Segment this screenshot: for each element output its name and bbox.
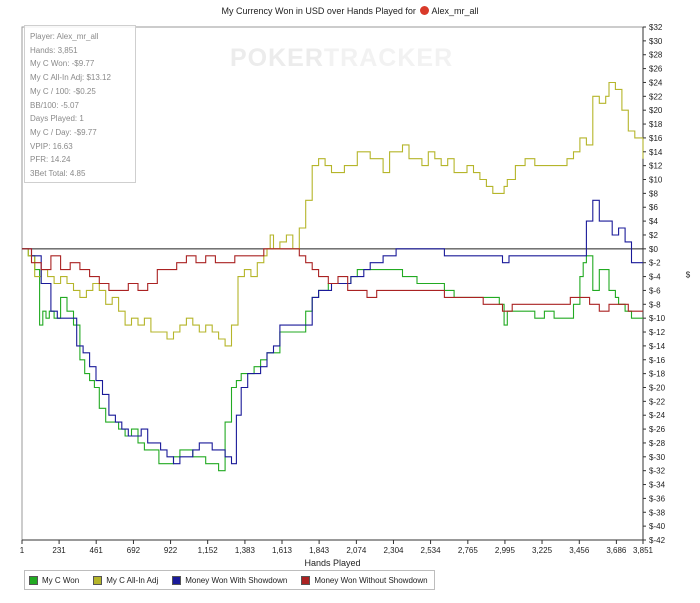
legend-item-all-in-adj[interactable]: My C All-In Adj (93, 575, 159, 585)
y-tick-label: $-10 (649, 314, 666, 323)
y-tick-label: $-4 (649, 273, 661, 282)
x-tick-label: 692 (127, 546, 141, 555)
stat-per-100: My C / 100: -$0.25 (30, 86, 96, 96)
x-tick-label: 2,534 (421, 546, 442, 555)
y-tick-label: $-20 (649, 383, 666, 392)
stat-pfr: PFR: 14.24 (30, 155, 71, 165)
y-axis-label: $ (686, 271, 691, 280)
y-tick-label: $-28 (649, 439, 666, 448)
legend-swatch (93, 575, 103, 585)
y-tick-label: $16 (649, 134, 663, 143)
x-tick-label: 231 (52, 546, 66, 555)
x-axis-label: Hands Played (304, 558, 360, 568)
x-tick-label: 2,074 (346, 546, 367, 555)
y-tick-label: $-34 (649, 481, 666, 490)
player-icon (420, 6, 430, 15)
y-tick-label: $-6 (649, 286, 661, 295)
legend-item-without-showdown[interactable]: Money Won Without Showdown (301, 575, 428, 585)
y-tick-label: $-24 (649, 411, 666, 420)
x-tick-label: 3,686 (606, 546, 627, 555)
pokertracker-watermark: POKERTRACKER (230, 44, 453, 73)
legend-label: My C All-In Adj (106, 575, 159, 585)
legend-label: Money Won Without Showdown (314, 575, 428, 585)
y-tick-label: $-2 (649, 259, 661, 268)
y-tick-label: $-14 (649, 342, 666, 351)
tick-labels: $32 $30 $28 $26 $24 $22 $20 $18 $16 $14 $12 $10 $8 $6… (20, 23, 691, 568)
legend-label: My C Won (42, 575, 80, 585)
y-tick-label: $30 (649, 37, 663, 46)
y-tick-label: $24 (649, 78, 663, 87)
axes (21, 26, 644, 541)
series-lines (22, 81, 644, 472)
watermark-part2: TRACKER (323, 44, 454, 72)
y-tick-label: $4 (649, 217, 658, 226)
stat-per-day: My C / Day: -$9.77 (30, 127, 97, 137)
x-tick-label: 461 (90, 546, 104, 555)
legend-item-with-showdown[interactable]: Money Won With Showdown (172, 575, 288, 585)
y-tick-label: $-42 (649, 536, 666, 545)
x-tick-label: 1 (20, 546, 25, 555)
stats-box: Player: Alex_mr_all Hands: 3,851 My C Wo… (24, 25, 136, 183)
legend: My C Won My C All-In Adj Money Won With … (24, 570, 435, 590)
y-tick-label: $-8 (649, 300, 661, 309)
x-tick-label: 3,851 (633, 546, 654, 555)
x-tick-label: 1,383 (235, 546, 256, 555)
x-tick-label: 3,456 (569, 546, 590, 555)
legend-swatch (172, 575, 182, 585)
stat-allin-adj: My C All-In Adj: $13.12 (30, 73, 111, 83)
y-tick-label: $12 (649, 162, 663, 171)
y-tick-label: $2 (649, 231, 658, 240)
series-line-0 (22, 248, 643, 472)
y-tick-label: $0 (649, 245, 658, 254)
stat-3bet: 3Bet Total: 4.85 (30, 169, 86, 179)
stat-vpip: VPIP: 16.63 (30, 141, 73, 151)
chart-title: My Currency Won in USD over Hands Played… (0, 6, 700, 16)
y-tick-label: $22 (649, 92, 663, 101)
y-tick-label: $-32 (649, 467, 666, 476)
legend-item-my-c-won[interactable]: My C Won (29, 575, 80, 585)
stat-days-played: Days Played: 1 (30, 114, 84, 124)
x-tick-label: 2,304 (383, 546, 404, 555)
x-tick-label: 2,995 (495, 546, 516, 555)
legend-swatch (29, 575, 38, 585)
stat-hands: Hands: 3,851 (30, 45, 78, 55)
y-tick-label: $-16 (649, 356, 666, 365)
y-tick-label: $28 (649, 51, 663, 60)
y-tick-label: $-40 (649, 522, 666, 531)
y-tick-label: $-30 (649, 453, 666, 462)
watermark-part1: POKER (230, 44, 324, 72)
y-tick-label: $20 (649, 106, 663, 115)
series-line-2 (22, 199, 643, 465)
y-tick-label: $32 (649, 23, 663, 32)
stat-bb-100: BB/100: -5.07 (30, 100, 79, 110)
x-tick-label: 2,765 (458, 546, 479, 555)
x-tick-label: 1,843 (309, 546, 330, 555)
legend-swatch (301, 575, 311, 585)
stat-player: Player: Alex_mr_all (30, 32, 99, 41)
y-tick-label: $26 (649, 65, 663, 74)
series-line-3 (22, 248, 643, 312)
y-tick-label: $-26 (649, 425, 666, 434)
stat-won: My C Won: -$9.77 (30, 59, 95, 69)
chart-title-text: My Currency Won in USD over Hands Played… (221, 6, 416, 16)
chart-title-player: Alex_mr_all (431, 6, 479, 16)
y-tick-label: $-38 (649, 508, 666, 517)
y-tick-label: $10 (649, 176, 663, 185)
legend-label: Money Won With Showdown (185, 575, 288, 585)
x-tick-label: 1,152 (198, 546, 219, 555)
x-tick-label: 922 (164, 546, 178, 555)
y-tick-label: $14 (649, 148, 663, 157)
x-tick-label: 1,613 (272, 546, 293, 555)
series-line-1 (22, 81, 644, 347)
x-tick-label: 3,225 (532, 546, 553, 555)
y-tick-label: $8 (649, 189, 658, 198)
y-tick-label: $6 (649, 203, 658, 212)
y-tick-label: $-12 (649, 328, 666, 337)
y-tick-label: $-36 (649, 494, 666, 503)
y-tick-label: $-18 (649, 370, 666, 379)
y-tick-label: $-22 (649, 397, 666, 406)
y-tick-label: $18 (649, 120, 663, 129)
